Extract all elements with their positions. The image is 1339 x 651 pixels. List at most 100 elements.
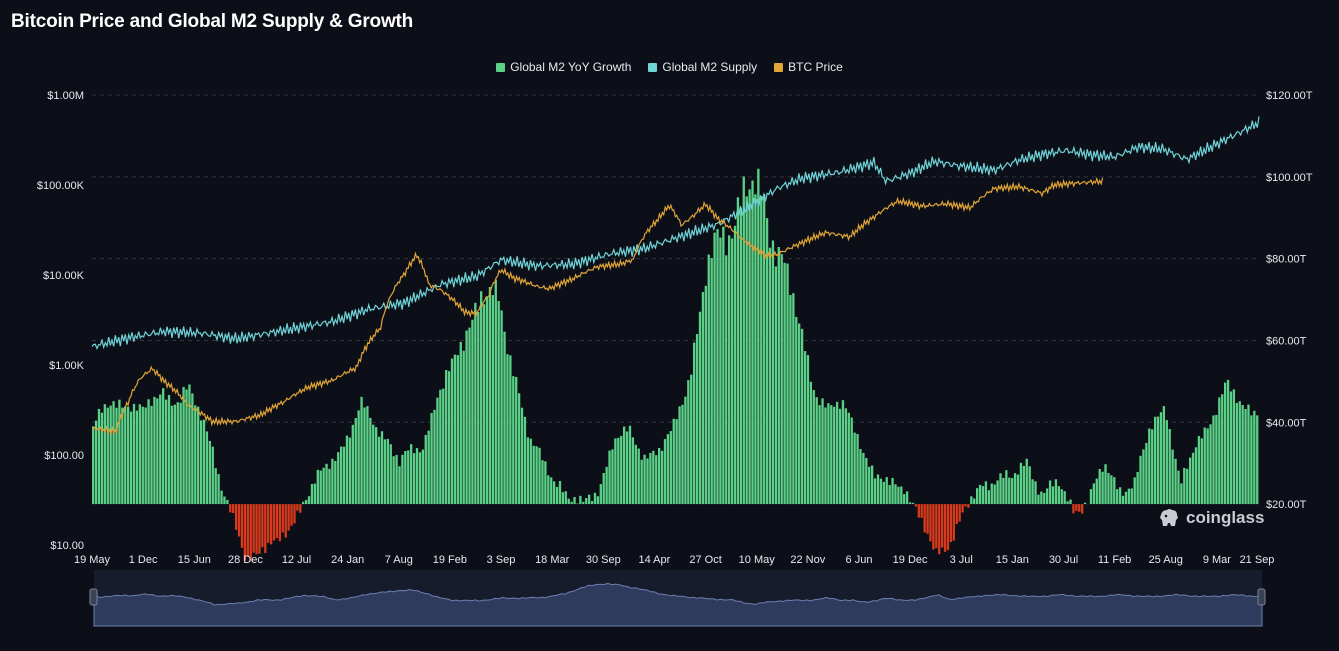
growth-bar [412, 453, 416, 505]
growth-bar [1218, 397, 1221, 505]
growth-bar [786, 263, 789, 505]
growth-bar [354, 418, 357, 505]
growth-bar [1110, 475, 1113, 505]
grid-lines [92, 94, 1259, 423]
growth-bar [304, 499, 308, 505]
growth-bar [1177, 470, 1180, 505]
growth-bar [459, 341, 462, 505]
coinglass-logo-icon [1160, 509, 1178, 526]
growth-bar [1063, 491, 1066, 505]
growth-bar [1022, 465, 1025, 505]
y-left-tick-label: $1.00K [49, 360, 85, 372]
legend-label-growth: Global M2 YoY Growth [510, 60, 632, 74]
growth-bar [1194, 447, 1198, 505]
y-left-tick-label: $100.00K [37, 180, 85, 192]
x-tick-label: 15 Jun [178, 554, 211, 566]
navigator-left-handle[interactable] [89, 588, 98, 606]
growth-bar [1241, 405, 1244, 505]
growth-bar [118, 399, 121, 505]
growth-bar [1188, 457, 1192, 505]
growth-bar [602, 473, 605, 505]
growth-bar [827, 403, 830, 505]
growth-bar [124, 406, 127, 505]
x-tick-label: 11 Feb [1098, 554, 1131, 566]
growth-bar-negative [923, 504, 926, 533]
growth-bar [970, 496, 973, 505]
growth-bar [447, 371, 451, 505]
growth-bar [1165, 420, 1168, 505]
growth-bar [1168, 429, 1171, 505]
growth-bar [208, 440, 212, 505]
growth-bar [605, 466, 608, 505]
growth-bar [468, 327, 471, 505]
growth-bar [873, 478, 877, 505]
growth-bar [1221, 394, 1224, 505]
growth-bar [430, 413, 433, 505]
growth-bar [695, 334, 699, 505]
legend-item-growth[interactable]: Global M2 YoY Growth [496, 60, 631, 74]
growth-bar [1116, 489, 1119, 505]
growth-bar [719, 237, 722, 505]
growth-bar [217, 474, 220, 505]
coinglass-watermark: coinglass [1158, 507, 1264, 529]
growth-bar [622, 426, 626, 505]
growth-bar [1013, 473, 1017, 505]
growth-bar [1215, 414, 1218, 505]
x-tick-label: 30 Jul [1049, 554, 1078, 566]
growth-bar [415, 448, 419, 505]
growth-bar [147, 399, 150, 505]
growth-bar [199, 420, 203, 505]
growth-bar [552, 481, 556, 505]
growth-bar [1066, 501, 1069, 505]
growth-bar [1107, 472, 1110, 505]
growth-bar [360, 396, 363, 505]
y-left-tick-label: $10.00K [43, 270, 85, 282]
growth-bar [500, 310, 503, 505]
growth-bar [541, 460, 544, 505]
growth-bar [407, 450, 410, 505]
growth-bar [815, 397, 818, 505]
growth-bar [844, 408, 848, 505]
growth-bar [631, 437, 635, 505]
growth-bar [1040, 491, 1043, 505]
growth-bar [418, 452, 422, 505]
growth-bar-negative [296, 504, 299, 511]
legend-item-btc-price[interactable]: BTC Price [774, 60, 843, 74]
growth-bar [1092, 483, 1096, 505]
growth-bar [316, 469, 319, 505]
growth-bar [156, 398, 159, 505]
growth-bar [751, 180, 754, 505]
growth-bar [456, 355, 460, 505]
growth-bar [763, 194, 766, 505]
growth-bar [401, 454, 404, 505]
legend-item-m2-supply[interactable]: Global M2 Supply [648, 60, 757, 74]
growth-bar-negative [946, 504, 950, 551]
growth-bar [202, 419, 206, 505]
growth-bar [824, 407, 827, 505]
growth-bar [1011, 478, 1014, 505]
growth-bar [1025, 458, 1028, 505]
growth-bar-negative [249, 504, 252, 562]
growth-bar-negative [252, 504, 255, 553]
growth-bar [768, 247, 772, 505]
growth-bar [1060, 489, 1063, 505]
growth-bar [1151, 429, 1154, 505]
x-tick-label: 19 Dec [893, 554, 928, 566]
growth-bar [357, 410, 360, 505]
growth-bar [112, 401, 115, 505]
growth-bar [410, 444, 413, 505]
growth-bar [1069, 499, 1072, 505]
growth-bar [818, 405, 821, 505]
range-navigator[interactable] [89, 570, 1266, 627]
growth-bar [576, 503, 579, 505]
growth-bar [728, 235, 731, 505]
growth-bar-negative [940, 504, 944, 548]
growth-bar [853, 432, 856, 505]
growth-bar [669, 431, 672, 505]
growth-bar-negative [258, 504, 261, 554]
x-axis: 19 May 1 Dec 15 Jun 28 Dec 12 Jul 24 Jan 7 Aug… [74, 554, 1274, 566]
navigator-right-handle[interactable] [1257, 588, 1266, 606]
growth-bar [888, 485, 891, 505]
growth-bar [395, 454, 398, 505]
x-tick-label: 9 Mar [1203, 554, 1231, 566]
